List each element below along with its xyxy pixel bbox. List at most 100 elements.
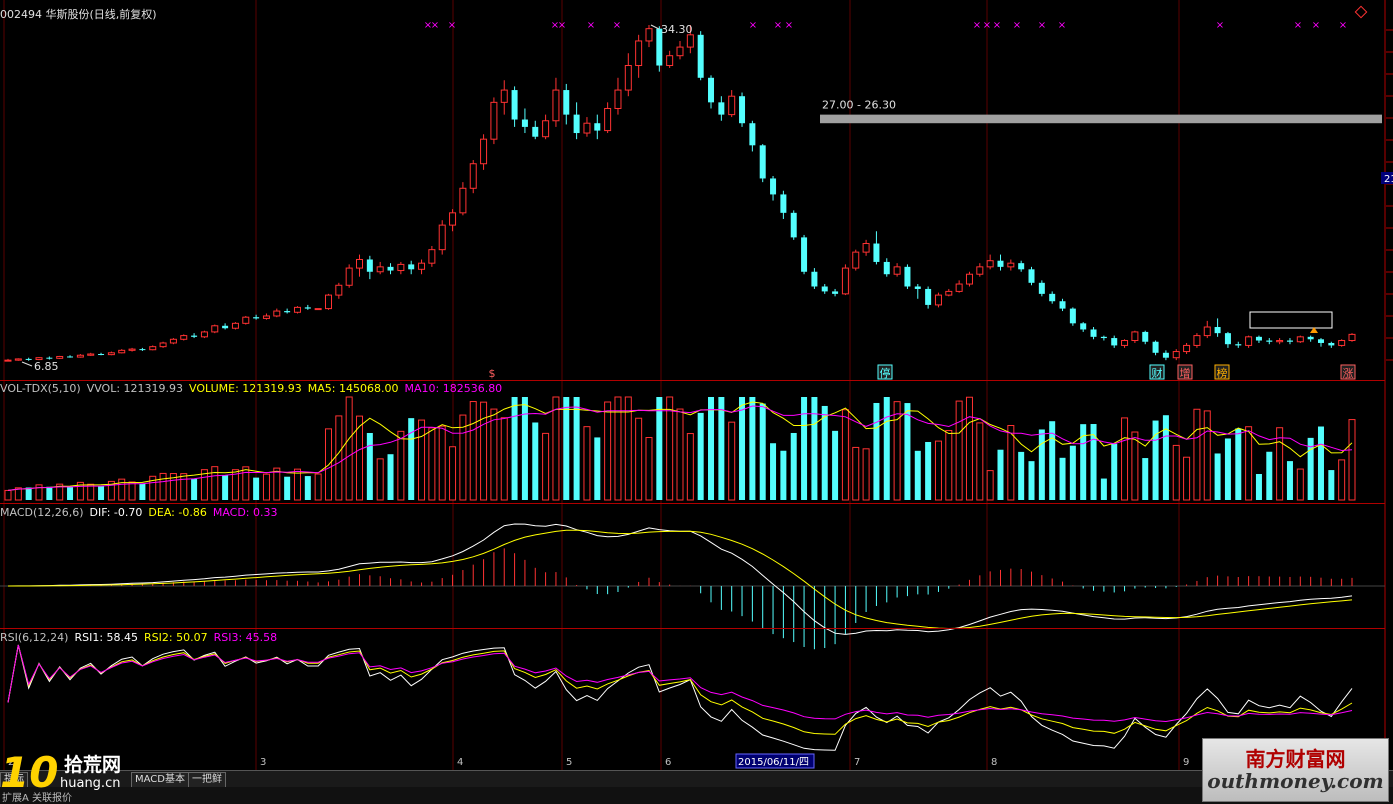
candle-body-up	[314, 308, 322, 311]
volume-bar-down	[521, 397, 528, 500]
candle-body-down	[749, 123, 756, 146]
candle-body-down	[1317, 339, 1324, 343]
candle-body-down	[532, 126, 539, 137]
candle-body-up	[200, 331, 208, 338]
volume-bar-down	[1317, 426, 1324, 500]
volume-bar-up	[500, 417, 508, 501]
volume-bar-up	[418, 419, 426, 501]
volume-bar-up	[1348, 419, 1356, 501]
candle-body-down	[1080, 323, 1087, 330]
volume-bar-up	[35, 484, 43, 501]
volume-bar-up	[666, 396, 674, 501]
candle-body-down	[1049, 293, 1056, 302]
candle-body-up	[262, 315, 270, 319]
volume-bar-down	[1080, 424, 1087, 500]
candle-body-down	[366, 259, 373, 272]
x-axis-label: 3	[260, 757, 266, 768]
tab-macd-basic[interactable]: MACD基本	[131, 772, 189, 788]
volume-bar-down	[821, 405, 828, 500]
candle-body-down	[1142, 331, 1149, 342]
volume-bar-up	[480, 401, 488, 501]
candle-body-up	[841, 267, 849, 295]
volume-bar-up	[542, 432, 550, 501]
volume-bar-down	[304, 476, 311, 500]
panel-separator	[0, 628, 1385, 629]
candle-body-up	[438, 224, 446, 251]
volume-bar-down	[67, 487, 74, 500]
volume-bar-down	[1018, 451, 1025, 500]
candle-body-up	[965, 273, 973, 285]
top-x-marker: ×	[1216, 20, 1224, 31]
rsi3-line	[7, 644, 1353, 723]
top-x-marker: ×	[973, 20, 981, 31]
volume-bar-down	[739, 397, 746, 500]
volume-bar-down	[1111, 443, 1118, 500]
candle-body-down	[1286, 340, 1293, 342]
tab-yibaxian[interactable]: 一把鲜	[188, 772, 226, 788]
watermark-right-url: outhmoney.com	[1207, 769, 1384, 793]
candle-body-down	[139, 349, 146, 351]
volume-bar-up	[438, 425, 446, 501]
event-marker-2: 财	[1152, 366, 1163, 380]
volume-bar-up	[1296, 468, 1304, 501]
top-x-marker: ×	[424, 20, 432, 31]
volume-bar-down	[1059, 457, 1066, 500]
top-x-marker: ×	[1294, 20, 1302, 31]
volume-bar-up	[4, 489, 12, 501]
candle-body-up	[955, 283, 963, 292]
top-x-marker: ×	[551, 20, 559, 31]
bottom-status-text: 扩展A 关联报价	[2, 793, 73, 804]
volume-bar-down	[46, 486, 53, 500]
candle-body-down	[1100, 336, 1107, 339]
event-marker-4: 榜	[1217, 366, 1228, 380]
volume-bar-down	[1266, 451, 1273, 500]
volume-bar-down	[770, 443, 777, 500]
candle-body-up	[1348, 333, 1356, 342]
volume-bar-up	[118, 478, 126, 501]
volume-bar-up	[986, 470, 994, 501]
event-marker-box	[1340, 364, 1356, 380]
candle-body-up	[356, 258, 364, 269]
candle-body-down	[191, 335, 198, 337]
watermark-right-logo: 南方财富网 outhmoney.com	[1202, 738, 1389, 802]
volume-bar-up	[1193, 408, 1201, 501]
candle-body-down	[1152, 341, 1159, 353]
candle-body-down	[718, 102, 725, 115]
candle-body-down	[759, 145, 766, 179]
volume-bar-up	[1338, 459, 1346, 501]
candle-body-up	[56, 355, 64, 359]
x-axis-label: 4	[457, 757, 463, 768]
candle-body-up	[976, 266, 984, 275]
event-marker-1: 停	[880, 366, 891, 380]
candle-body-down	[594, 123, 601, 131]
volume-bar-down	[1235, 428, 1242, 500]
volume-bar-up	[107, 480, 115, 501]
volume-bar-down	[904, 403, 911, 500]
top-x-marker: ×	[774, 20, 782, 31]
candle-body-down	[1059, 301, 1066, 309]
candle-body-up	[335, 284, 343, 296]
volume-bar-down	[718, 397, 725, 500]
volume-bar-down	[594, 437, 601, 500]
event-marker-5: 涨	[1343, 367, 1354, 380]
panel-separator	[0, 380, 1385, 381]
macd-value: MACD: 0.33	[212, 506, 278, 519]
candle-body-up	[242, 316, 250, 324]
volume-bar-up	[376, 458, 384, 501]
event-marker-box	[1177, 364, 1193, 380]
chart-canvas[interactable]: ×× × ×× × × × × × × × × × × × × × × ×27.00 - 26.3034.306.…	[0, 0, 1393, 770]
macd-dif: DIF: -0.70	[89, 506, 143, 519]
vol-header: VOL-TDX(5,10) VVOL: 121319.93 VOLUME: 1213…	[0, 382, 508, 395]
volume-bar-up	[262, 473, 270, 501]
candle-body-down	[573, 114, 580, 134]
volume-bar-down	[1069, 445, 1076, 500]
candle-body-up	[624, 65, 632, 91]
watermark-left-name: 拾荒网	[64, 754, 122, 776]
volume-bar-down	[1152, 420, 1159, 500]
candle-body-down	[1111, 338, 1118, 346]
rsi1-line	[7, 644, 1353, 751]
macd-dif-line	[7, 523, 1353, 635]
volume-bar-up	[955, 400, 963, 501]
top-x-marker: ×	[613, 20, 621, 31]
